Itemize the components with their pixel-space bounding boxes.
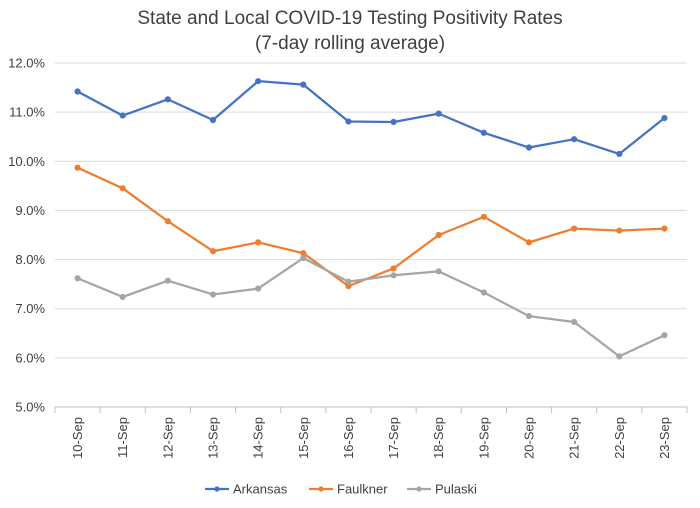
legend-item-faulkner[interactable]: Faulkner (309, 482, 388, 497)
data-point (209, 291, 217, 298)
data-point (435, 231, 442, 239)
data-point (571, 225, 578, 232)
x-tick-label: 13-Sep (206, 417, 221, 459)
legend-label: Pulaski (435, 482, 477, 497)
data-point (525, 144, 533, 151)
data-point (571, 318, 578, 326)
x-tick-label: 17-Sep (386, 417, 401, 459)
legend-item-arkansas[interactable]: Arkansas (205, 482, 288, 497)
data-point (661, 114, 668, 122)
x-tick-label: 11-Sep (115, 417, 130, 458)
series-arkansas (74, 78, 668, 158)
legend-label: Arkansas (233, 482, 288, 497)
data-point (74, 88, 81, 95)
data-point (616, 150, 623, 158)
data-point (390, 118, 397, 126)
y-tick-label: 12.0% (8, 56, 45, 71)
y-tick-label: 7.0% (15, 301, 45, 316)
y-tick-label: 10.0% (8, 154, 45, 169)
data-point (164, 218, 171, 225)
series-lines (74, 78, 668, 360)
series-line (76, 166, 666, 288)
axes (54, 406, 688, 413)
x-axis-ticks: 10-Sep 11-Sep 12-Sep 13-Sep 14-Sep 15-Sep 16-S… (70, 417, 672, 459)
y-tick-label: 9.0% (15, 203, 45, 218)
data-point (255, 239, 262, 246)
x-tick-label: 16-Sep (341, 417, 356, 459)
data-point (119, 112, 126, 119)
data-point (209, 116, 217, 124)
x-tick-label: 19-Sep (476, 417, 491, 459)
data-point (300, 81, 307, 88)
legend-item-pulaski[interactable]: Pulaski (407, 482, 477, 497)
data-point (345, 278, 352, 285)
y-tick-label: 5.0% (15, 400, 45, 415)
legend-marker-icon (416, 486, 422, 492)
data-point (390, 272, 397, 279)
data-point (661, 225, 668, 232)
data-point (255, 285, 262, 292)
data-point (164, 277, 171, 284)
y-tick-label: 11.0% (9, 105, 45, 120)
data-point (164, 96, 171, 103)
data-point (119, 185, 126, 192)
data-point (525, 312, 533, 320)
x-tick-label: 21-Sep (567, 417, 582, 459)
data-point (255, 78, 262, 85)
legend-label: Faulkner (337, 482, 388, 497)
data-point (300, 254, 307, 262)
data-point (616, 227, 623, 234)
x-tick-label: 20-Sep (522, 417, 537, 459)
data-point (571, 136, 578, 143)
chart-title: State and Local COVID-19 Testing Positiv… (137, 8, 563, 29)
legend-marker-icon (214, 486, 220, 492)
data-point (345, 118, 352, 125)
series-pulaski (74, 254, 668, 360)
x-tick-label: 23-Sep (657, 417, 672, 459)
y-tick-label: 6.0% (15, 350, 45, 365)
data-point (390, 265, 397, 272)
series-faulkner (74, 164, 668, 290)
data-point (616, 353, 623, 360)
data-point (209, 248, 217, 255)
chart-subtitle: (7-day rolling average) (254, 33, 446, 54)
series-line (76, 256, 666, 358)
data-point (661, 332, 668, 339)
series-line (76, 80, 666, 156)
x-tick-label: 18-Sep (431, 417, 446, 459)
data-point (480, 289, 487, 296)
chart-title-block: State and Local COVID-19 Testing Positiv… (0, 6, 700, 56)
x-tick-label: 10-Sep (70, 417, 85, 459)
data-point (435, 110, 442, 117)
y-axis-ticks: 5.0% 6.0% 7.0% 8.0% 9.0% 10.0% 11.0% 12.0% (8, 56, 45, 415)
y-tick-label: 8.0% (15, 252, 45, 267)
data-point (74, 275, 81, 282)
x-tick-label: 12-Sep (160, 417, 175, 459)
legend: Arkansas Faulkner Pulaski (205, 482, 477, 497)
data-point (74, 164, 81, 171)
data-point (119, 293, 126, 301)
x-tick-label: 14-Sep (251, 417, 266, 459)
data-point (435, 268, 442, 275)
data-point (480, 129, 487, 136)
gridlines (55, 62, 687, 359)
x-tick-label: 15-Sep (296, 417, 311, 459)
data-point (480, 213, 487, 220)
legend-marker-icon (318, 486, 324, 492)
data-point (525, 239, 533, 246)
x-tick-label: 22-Sep (612, 417, 627, 459)
